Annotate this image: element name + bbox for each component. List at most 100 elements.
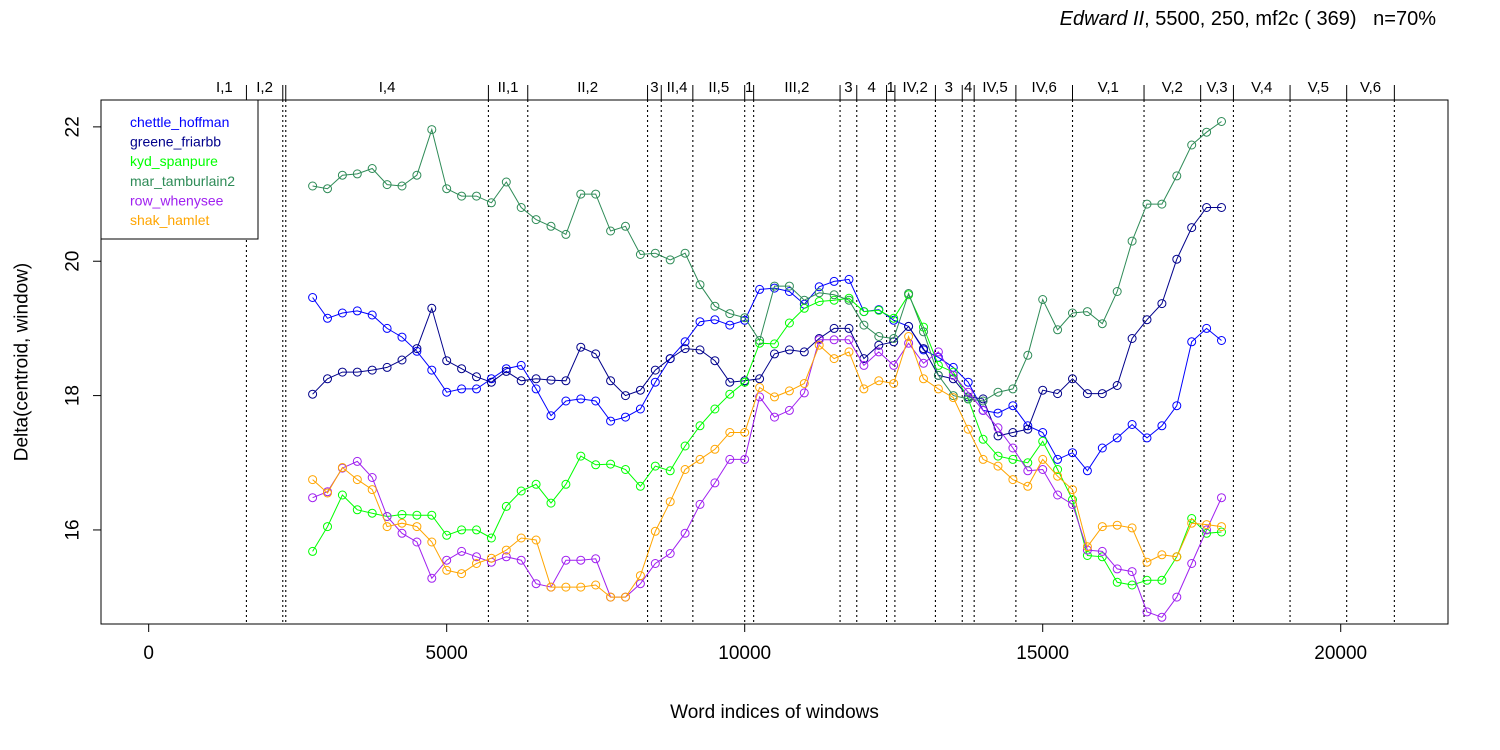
data-point xyxy=(606,592,616,602)
data-point xyxy=(978,405,988,415)
data-point xyxy=(546,498,556,508)
data-point xyxy=(680,465,690,474)
data-point xyxy=(397,510,407,519)
data-point xyxy=(680,528,690,538)
data-point xyxy=(576,394,586,404)
data-point xyxy=(1217,522,1226,532)
data-point xyxy=(1112,520,1122,530)
data-point xyxy=(1127,420,1137,429)
legend: chettle_hoffman greene_friarbb kyd_spanpur… xyxy=(100,99,259,240)
data-point xyxy=(352,456,362,466)
data-point xyxy=(472,372,481,382)
data-point xyxy=(650,365,660,375)
legend-entry: mar_tamburlain2 xyxy=(130,173,235,189)
data-point xyxy=(799,347,809,357)
data-point xyxy=(814,282,824,292)
data-point xyxy=(472,525,481,535)
data-point xyxy=(606,376,616,386)
data-point xyxy=(770,281,779,291)
data-point xyxy=(770,412,779,422)
data-point xyxy=(933,347,943,357)
data-point xyxy=(621,592,630,602)
legend-entry: shak_hamlet xyxy=(130,212,209,228)
data-point xyxy=(516,376,526,386)
data-point xyxy=(1097,389,1107,399)
data-point xyxy=(933,384,943,394)
data-point xyxy=(1008,428,1018,437)
data-point xyxy=(770,339,779,349)
data-point xyxy=(665,549,675,558)
data-point xyxy=(367,164,377,173)
data-point xyxy=(1187,223,1197,233)
data-point xyxy=(486,553,496,563)
data-point xyxy=(457,364,467,374)
data-point xyxy=(710,356,720,366)
data-point xyxy=(829,290,839,300)
scene-label: IV,5 xyxy=(982,79,1007,96)
data-point xyxy=(1082,551,1092,560)
data-point xyxy=(457,384,467,394)
scene-label: V,6 xyxy=(1360,79,1381,96)
data-point xyxy=(1157,575,1167,585)
data-point xyxy=(650,377,660,387)
data-point xyxy=(978,396,988,406)
series-greene-friarbb xyxy=(308,203,1226,441)
data-point xyxy=(680,344,690,354)
data-point xyxy=(442,530,452,540)
data-point xyxy=(1038,465,1048,474)
series-shak-hamlet xyxy=(308,332,1226,602)
data-point xyxy=(889,313,899,323)
data-point xyxy=(382,522,392,532)
data-point xyxy=(844,295,854,305)
data-point xyxy=(725,377,735,387)
data-point xyxy=(308,493,318,503)
data-point xyxy=(472,552,481,562)
data-point xyxy=(427,510,437,520)
data-point xyxy=(412,522,422,532)
y-tick-label: 18 xyxy=(63,385,84,406)
scene-label: IV,2 xyxy=(903,79,928,96)
data-point xyxy=(442,555,452,565)
data-point xyxy=(799,388,809,398)
data-point xyxy=(963,387,973,397)
scene-label: V,1 xyxy=(1098,79,1119,96)
data-point xyxy=(337,170,347,180)
data-point xyxy=(561,229,571,239)
data-point xyxy=(1172,254,1182,264)
scene-label: II,4 xyxy=(667,79,688,96)
data-point xyxy=(919,327,928,337)
data-point xyxy=(755,374,765,384)
data-point xyxy=(665,354,675,364)
data-point xyxy=(382,323,392,333)
scene-label: 1 xyxy=(887,79,895,96)
scene-label: V,3 xyxy=(1206,79,1227,96)
data-point xyxy=(829,354,839,364)
data-point xyxy=(665,466,675,476)
data-point xyxy=(680,441,690,451)
data-point xyxy=(486,533,496,543)
series-line xyxy=(312,293,1222,586)
data-point xyxy=(442,184,452,194)
data-point xyxy=(397,528,407,538)
data-point xyxy=(1082,389,1092,399)
data-point xyxy=(1038,428,1048,437)
data-point xyxy=(531,374,541,384)
data-point xyxy=(412,510,422,520)
data-point xyxy=(1068,308,1077,318)
data-point xyxy=(606,459,616,469)
y-tick-label: 22 xyxy=(63,116,84,137)
plot-frame xyxy=(100,99,1449,625)
data-point xyxy=(1112,287,1122,296)
data-point xyxy=(576,342,586,352)
data-point xyxy=(1097,522,1107,532)
data-point xyxy=(546,582,556,592)
data-point xyxy=(337,490,347,500)
data-point xyxy=(1157,612,1167,622)
data-point xyxy=(919,358,928,368)
data-point xyxy=(755,284,765,294)
data-point xyxy=(978,434,988,444)
data-point xyxy=(1157,550,1167,560)
scene-label: 3 xyxy=(945,79,953,96)
data-point xyxy=(1097,546,1107,556)
